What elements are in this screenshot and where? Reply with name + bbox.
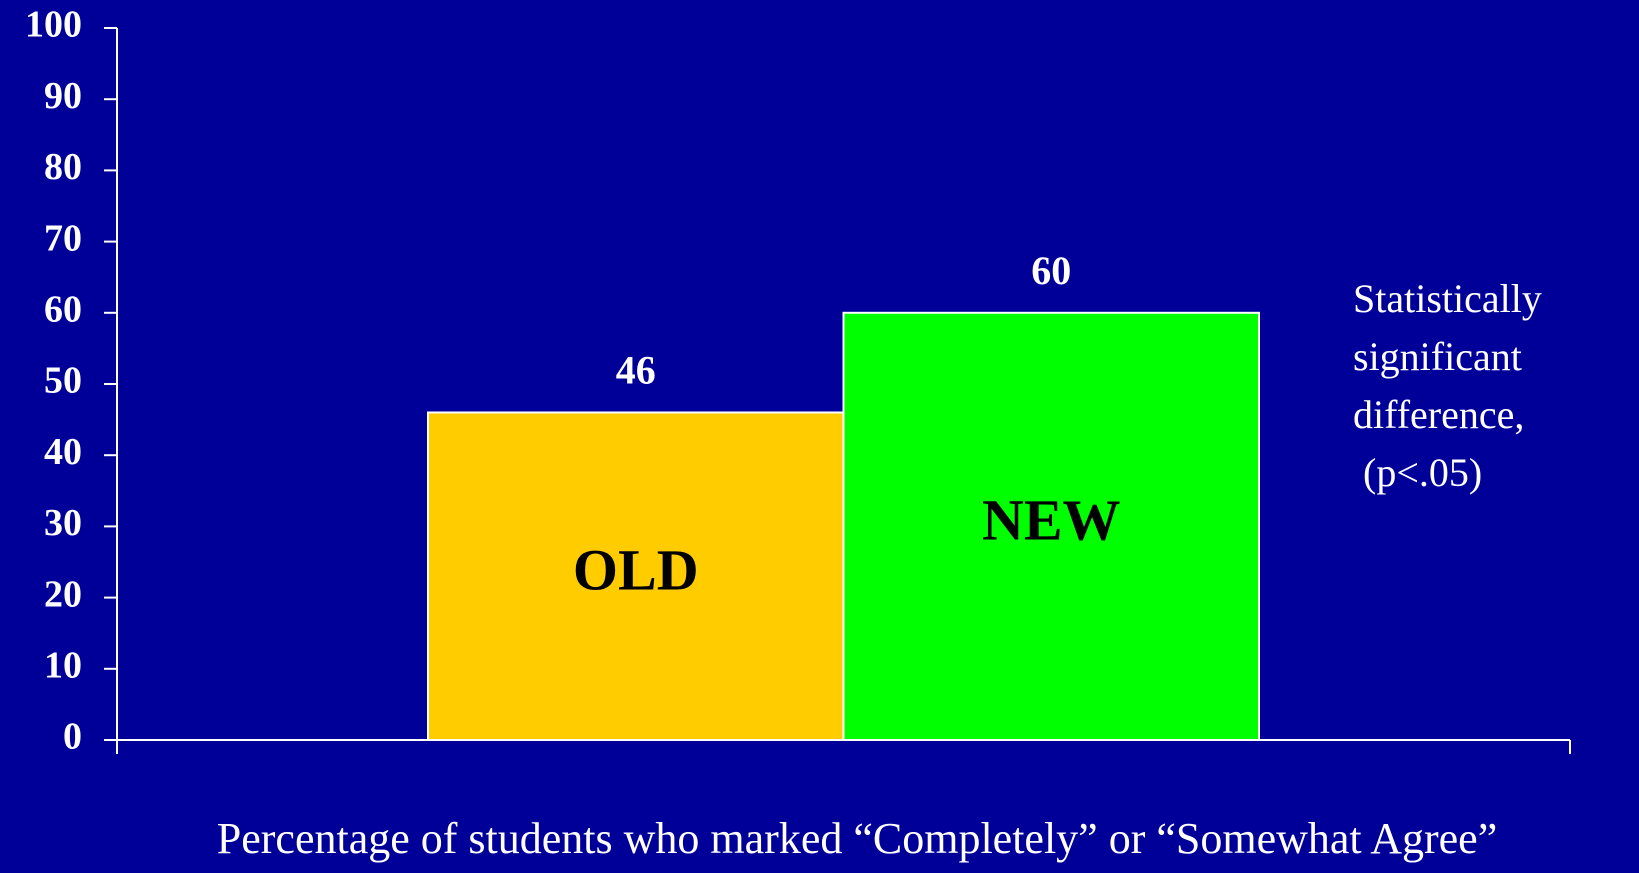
annotation: significant — [1353, 334, 1522, 379]
bar-category-label: OLD — [573, 538, 699, 603]
bar — [427, 411, 845, 741]
y-tick-label: 60 — [44, 289, 82, 331]
y-tick-label: 100 — [25, 4, 82, 46]
y-tick-label: 80 — [44, 146, 82, 188]
y-tick-label: 10 — [44, 645, 82, 687]
annotation: Statistically — [1353, 276, 1542, 321]
bar — [842, 311, 1260, 741]
y-tick-label: 30 — [44, 502, 82, 544]
bar-value-label: 60 — [1031, 248, 1071, 293]
annotation: (p<.05) — [1353, 450, 1482, 495]
annotation: difference, — [1353, 392, 1524, 437]
y-tick-label: 0 — [63, 716, 82, 758]
x-axis-label: Percentage of students who marked “Compl… — [217, 814, 1497, 863]
bar-category-label: NEW — [982, 488, 1121, 553]
y-tick-label: 90 — [44, 75, 82, 117]
y-tick-label: 70 — [44, 217, 82, 259]
y-tick-label: 20 — [44, 573, 82, 615]
y-tick-label: 40 — [44, 431, 82, 473]
y-tick-label: 50 — [44, 360, 82, 402]
bar-value-label: 46 — [616, 348, 656, 393]
